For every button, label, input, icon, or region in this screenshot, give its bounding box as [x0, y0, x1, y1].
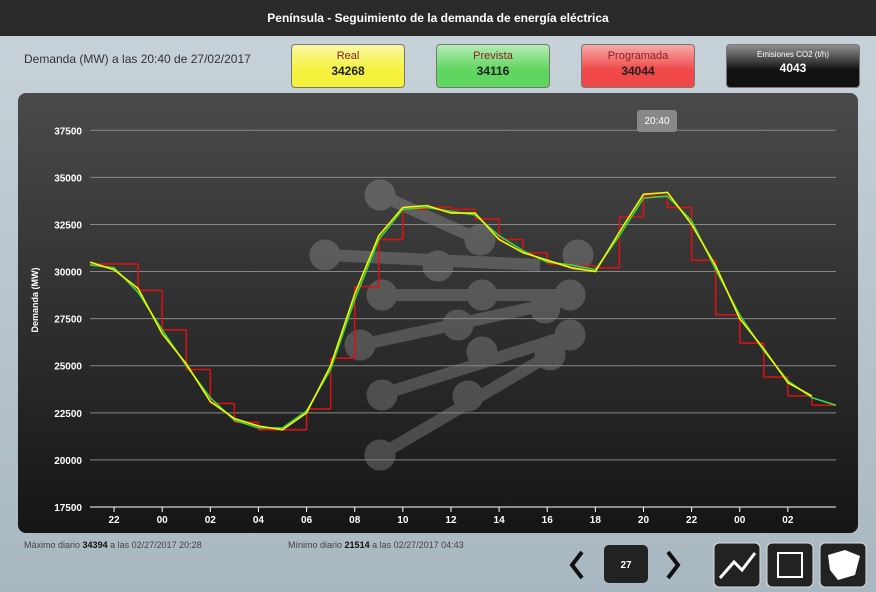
x-tick-label: 02	[782, 515, 794, 526]
daily-max: Máximo diario 34394 a las 02/27/2017 20:…	[24, 540, 202, 550]
tooltip: 20:40	[644, 116, 669, 127]
y-tick-label: 32500	[54, 220, 82, 231]
y-axis-title: Demanda (MW)	[30, 267, 40, 332]
x-tick-label: 18	[590, 515, 602, 526]
y-tick-label: 25000	[54, 362, 82, 373]
day: 27	[620, 560, 632, 571]
x-tick-label: 00	[157, 515, 169, 526]
table-view-button[interactable]	[767, 543, 813, 587]
y-tick-label: 17500	[54, 503, 82, 514]
y-tick-label: 35000	[54, 173, 82, 184]
x-tick-label: 22	[686, 515, 698, 526]
x-tick-label: 14	[494, 515, 506, 526]
x-tick-label: 06	[301, 515, 313, 526]
y-tick-label: 30000	[54, 268, 82, 279]
x-tick-label: 08	[349, 515, 361, 526]
y-tick-label: 22500	[54, 409, 82, 420]
x-tick-label: 20	[638, 515, 650, 526]
y-tick-label: 20000	[54, 456, 82, 467]
x-tick-label: 12	[445, 515, 457, 526]
y-tick-label: 27500	[54, 315, 82, 326]
x-tick-label: 00	[734, 515, 746, 526]
x-tick-label: 10	[397, 515, 409, 526]
y-tick-label: 37500	[54, 126, 82, 137]
x-tick-label: 22	[109, 515, 121, 526]
watermark-logo	[310, 180, 593, 470]
x-tick-label: 04	[253, 515, 265, 526]
page: Península - Seguimiento de la demanda de…	[0, 0, 876, 592]
daily-min: Mínimo diario 21514 a las 02/27/2017 04:…	[288, 540, 464, 550]
prev-day[interactable]	[572, 552, 582, 578]
next-day[interactable]	[668, 552, 678, 578]
x-tick-label: 16	[542, 515, 554, 526]
chart: Demanda (MW) 27 17500 20000 22500 25000 2750…	[0, 0, 876, 592]
x-tick-label: 02	[205, 515, 217, 526]
